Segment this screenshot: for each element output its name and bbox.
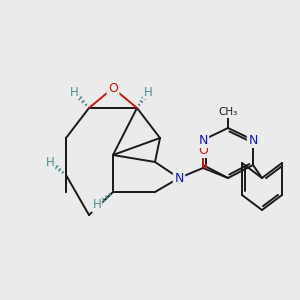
Text: O: O xyxy=(108,82,118,94)
Text: N: N xyxy=(174,172,184,184)
Text: CH₃: CH₃ xyxy=(218,107,238,117)
Text: O: O xyxy=(198,143,208,157)
Text: N: N xyxy=(248,134,258,146)
Text: N: N xyxy=(198,134,208,146)
Text: H: H xyxy=(93,199,101,212)
Text: H: H xyxy=(144,85,152,98)
Text: H: H xyxy=(70,85,78,98)
Text: H: H xyxy=(46,155,54,169)
